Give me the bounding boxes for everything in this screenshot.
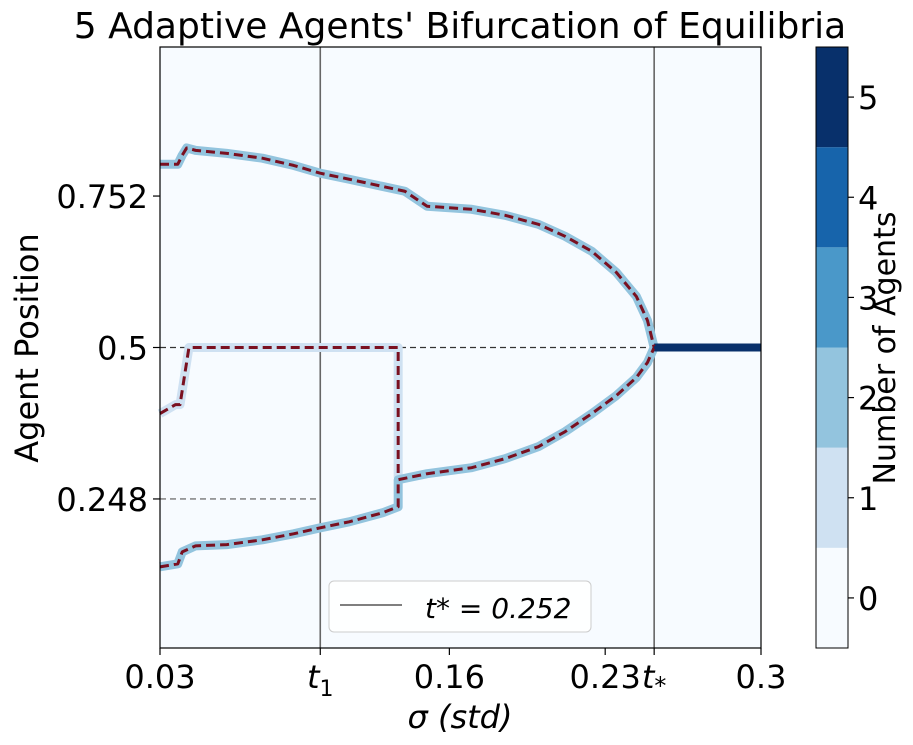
colorbar-tick-label-2: 2 — [858, 380, 878, 418]
legend-label: t* = 0.252 — [425, 592, 571, 625]
x-axis-label: σ (std) — [408, 698, 513, 736]
colorbar-tick-label-4: 4 — [858, 179, 878, 217]
y-tick-label-0: 0.248 — [56, 481, 148, 519]
colorbar-tick-label-1: 1 — [858, 480, 878, 518]
colorbar-segment-3 — [816, 247, 848, 348]
colorbar-label: Number of Agents — [868, 212, 903, 485]
colorbar-segment-4 — [816, 147, 848, 248]
colorbar-segment-1 — [816, 447, 848, 548]
y-tick-label-1: 0.5 — [97, 330, 148, 368]
equilibrium-branch-2 — [159, 346, 656, 569]
chart-title: 5 Adaptive Agents' Bifurcation of Equili… — [74, 6, 847, 47]
colorbar-tick-label-5: 5 — [858, 79, 878, 117]
colorbar: 0 1 2 3 4 5 — [815, 46, 878, 649]
colorbar-frame — [815, 46, 849, 649]
colorbar-segment-0 — [816, 547, 848, 648]
x-tick-label-0: 0.03 — [124, 658, 195, 696]
x-tick-label-5: 0.3 — [736, 658, 787, 696]
legend: t* = 0.252 — [328, 580, 592, 633]
colorbar-tick-label-3: 3 — [858, 279, 878, 317]
y-axis-label: Agent Position — [8, 233, 46, 462]
equilibrium-branch-1 — [159, 346, 400, 478]
x-tick-label-1: t1 — [307, 658, 334, 702]
colorbar-segment-2 — [816, 347, 848, 448]
x-tick-label-4: t* — [642, 658, 667, 700]
legend-box — [328, 580, 592, 633]
equilibrium-branch-0 — [160, 146, 656, 348]
x-tick-label-2: 0.16 — [414, 658, 485, 696]
x-tick-label-3: 0.23 — [570, 658, 641, 696]
colorbar-tick-label-0: 0 — [858, 580, 878, 618]
colorbar-segment-5 — [816, 47, 848, 148]
y-tick-label-2: 0.752 — [56, 178, 148, 216]
